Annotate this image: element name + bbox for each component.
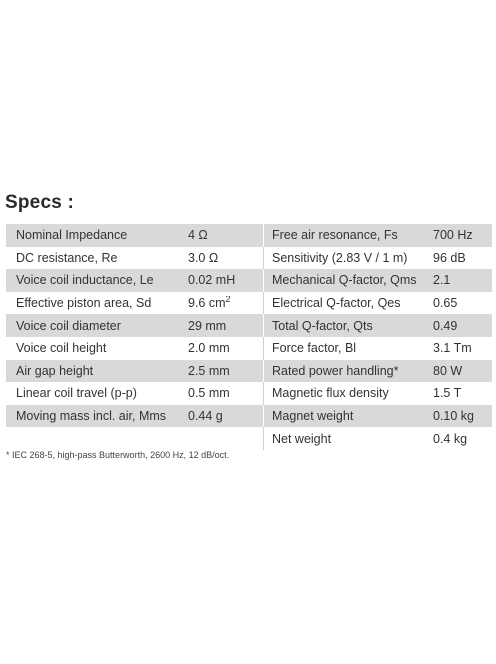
specs-title: Specs : <box>5 192 74 213</box>
spec-value: 96 dB <box>433 250 466 265</box>
spec-label: Sensitivity (2.83 V / 1 m) <box>263 246 429 270</box>
spec-value: 2.5 mm <box>188 363 230 378</box>
spec-label: DC resistance, Re <box>16 250 118 265</box>
table-row: Linear coil travel (p-p) 0.5 mm Magnetic… <box>6 382 492 405</box>
spec-value: 0.02 mH <box>188 273 236 288</box>
table-row: Voice coil inductance, Le 0.02 mH Mechan… <box>6 269 492 292</box>
spec-value: 0.44 g <box>188 409 223 424</box>
table-row: Nominal Impedance 4 Ω Free air resonance… <box>6 224 492 247</box>
spec-value: 2.0 mm <box>188 341 230 356</box>
spec-label: Voice coil inductance, Le <box>16 273 154 288</box>
spec-value: 0.5 mm <box>188 386 230 401</box>
spec-label: Nominal Impedance <box>16 228 128 243</box>
spec-value: 9.6 cm2 <box>180 296 263 310</box>
spec-value: 29 mm <box>188 318 227 333</box>
table-row: Voice coil diameter 29 mm Total Q-factor… <box>6 314 492 337</box>
spec-label: Mechanical Q-factor, Qms <box>263 269 429 292</box>
spec-value: 700 Hz <box>433 228 473 243</box>
spec-value-base: 9.6 cm <box>188 296 226 311</box>
spec-label: Free air resonance, Fs <box>263 224 429 247</box>
spec-label: Force factor, Bl <box>263 336 429 360</box>
spec-label: Total Q-factor, Qts <box>263 314 429 337</box>
spec-label: Magnet weight <box>263 404 429 428</box>
table-row: Air gap height 2.5 mm Rated power handli… <box>6 359 492 383</box>
table-row: Net weight 0.4 kg <box>6 427 492 450</box>
spec-label: Linear coil travel (p-p) <box>16 386 137 401</box>
spec-label: Electrical Q-factor, Qes <box>263 291 429 315</box>
spec-label: Voice coil diameter <box>16 318 121 333</box>
table-row: DC resistance, Re 3.0 Ω Sensitivity (2.8… <box>6 246 492 270</box>
table-row: Voice coil height 2.0 mm Force factor, B… <box>6 336 492 360</box>
spec-value: 3.1 Tm <box>433 341 472 356</box>
footnote: * IEC 268-5, high-pass Butterworth, 2600… <box>6 450 230 460</box>
spec-value-superscript: 2 <box>225 296 231 304</box>
spec-value: 0.10 kg <box>433 409 475 424</box>
spec-label: Effective piston area, Sd <box>16 296 152 311</box>
spec-value: 0.65 <box>433 296 458 311</box>
spec-value: 1.5 T <box>433 386 462 401</box>
spec-label: Magnetic flux density <box>263 382 429 405</box>
spec-value: 0.4 kg <box>433 431 468 446</box>
spec-label: Rated power handling* <box>263 359 429 383</box>
spec-label: Moving mass incl. air, Mms <box>16 409 167 424</box>
spec-label: Air gap height <box>16 363 94 378</box>
spec-value: 4 Ω <box>188 228 208 243</box>
spec-value: 3.0 Ω <box>188 250 219 265</box>
spec-value: 2.1 <box>433 273 451 288</box>
table-row: Effective piston area, Sd 9.6 cm2 Electr… <box>6 291 492 315</box>
spec-label: Voice coil height <box>16 341 107 356</box>
spec-value: 80 W <box>433 363 463 378</box>
specs-table: Nominal Impedance 4 Ω Free air resonance… <box>6 224 492 450</box>
spec-value: 0.49 <box>433 318 458 333</box>
spec-label: Net weight <box>263 427 429 450</box>
table-row: Moving mass incl. air, Mms 0.44 g Magnet… <box>6 404 492 428</box>
